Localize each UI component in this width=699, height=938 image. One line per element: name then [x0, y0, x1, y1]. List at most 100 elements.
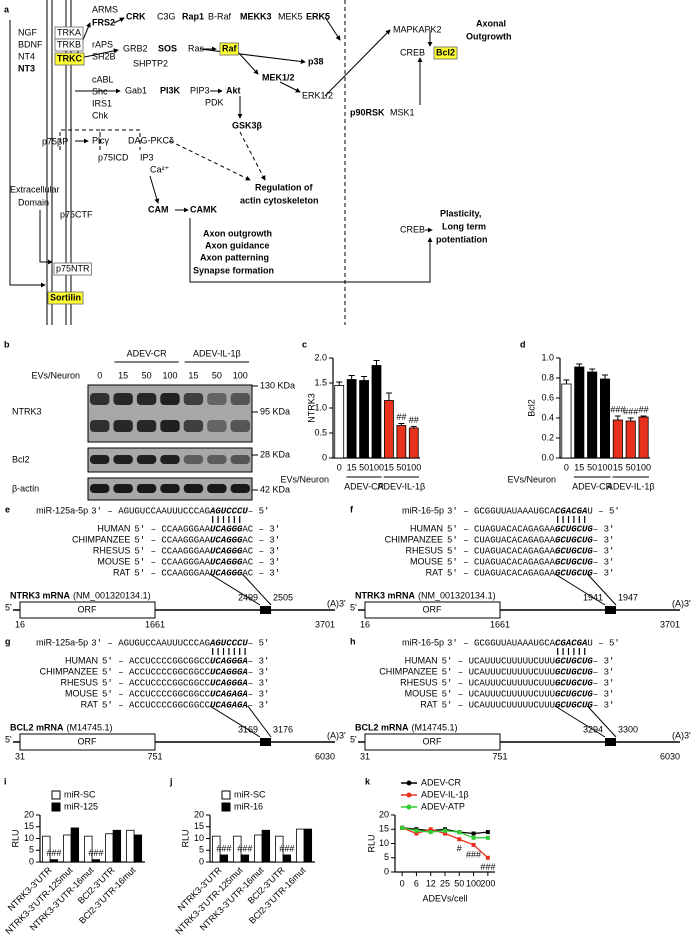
sequence: 5' – ACCUCCCCGGCGGCC	[102, 678, 211, 688]
sequence: GCUGCUG	[555, 700, 593, 710]
five-prime: 5'	[5, 602, 12, 612]
significance: ###	[623, 406, 638, 416]
five-prime: 5'	[350, 602, 357, 612]
pathway-node: Axon patterning	[200, 252, 269, 262]
site-link	[587, 705, 617, 738]
y-tick-label: 2.0	[314, 352, 327, 362]
error-bar	[410, 426, 417, 428]
position-label: 31	[15, 751, 25, 761]
accession: (M14745.1)	[412, 722, 458, 732]
lane-label: 15	[118, 370, 128, 380]
sequence: UCAGGGA	[210, 656, 248, 666]
bar	[561, 383, 572, 459]
site-link	[587, 573, 617, 606]
x-tick-label: 200	[480, 878, 495, 888]
sequence: 5' – ACCUCCCCGGCGGCC	[102, 667, 211, 677]
legend-swatch	[51, 790, 61, 800]
orf-label: ORF	[78, 736, 98, 746]
position-label: 2499	[238, 592, 258, 602]
species-name: MOUSE	[405, 688, 438, 698]
bar	[63, 834, 72, 863]
band	[160, 455, 180, 464]
node-box	[47, 291, 84, 305]
orf-box	[364, 601, 501, 619]
sequence: 5' – ACCUCCCCGGCGGCC	[102, 700, 211, 710]
pathway-node: CAMK	[190, 204, 217, 214]
point	[485, 830, 490, 835]
panel-label: k	[365, 776, 371, 786]
lane-title: EVs/Neuron	[31, 370, 80, 380]
error-bar	[563, 379, 570, 384]
position-label: 1947	[618, 592, 638, 602]
pathway-node: Axon outgrowth	[203, 228, 272, 238]
significance: ##	[409, 415, 419, 425]
sequence: 5' – CCAAGGGAA	[134, 546, 210, 556]
sequence: 5' – CUAGUACACAGAGAA	[447, 557, 556, 567]
site-link	[247, 705, 272, 738]
bar	[84, 835, 93, 863]
x-tick-label: 15	[384, 462, 394, 472]
three-prime: (A)3'	[327, 598, 346, 608]
sequence: – 3'	[248, 667, 270, 677]
position-label: 16	[15, 619, 25, 629]
x-tick-label: 100	[597, 462, 612, 472]
band	[207, 420, 227, 432]
sequence: GCUGCUG	[555, 656, 593, 666]
sequence: 3' – AGUGUCCAAUUUCCCAG	[91, 506, 210, 516]
x-tick-label: 0	[337, 462, 342, 472]
y-tick-label: 1.5	[314, 377, 327, 387]
species-name: HUMAN	[97, 523, 130, 533]
pathway-node: Rap1	[182, 11, 204, 21]
species-name: CHIMPANZEE	[72, 534, 130, 544]
point	[443, 831, 447, 836]
point	[457, 830, 462, 835]
pathway-node: GRB2	[123, 43, 148, 53]
x-tick-label: 50	[359, 462, 369, 472]
pathway-node: Akt	[226, 85, 241, 95]
band	[160, 484, 180, 493]
pathway-node: MSK1	[390, 107, 415, 117]
significance: ###	[216, 843, 231, 853]
sequence: GCUGCUG	[555, 557, 593, 567]
bar	[261, 829, 271, 863]
pathway-node: Raf	[222, 43, 238, 53]
band	[136, 455, 157, 464]
x-axis-label: EVs/Neuron	[507, 474, 556, 484]
x-tick-label: 15	[347, 462, 357, 472]
x-tick-label: 0	[564, 462, 569, 472]
y-tick-label: 0	[29, 856, 34, 866]
group-label: ADEV-CR	[572, 481, 613, 491]
pathway-node: Plcγ	[92, 135, 110, 145]
pathway-node: TRKC	[57, 53, 82, 63]
node-box	[54, 38, 84, 52]
y-tick-label: 0.2	[541, 432, 554, 442]
pathway-node: ERK1/2	[302, 90, 333, 100]
sequence: 3' – AGUGUCCAAUUUCCCAG	[91, 638, 210, 648]
x-axis-label: EVs/Neuron	[280, 474, 329, 484]
mrna-name: NTRK3 mRNA	[10, 590, 71, 600]
error-bar	[385, 392, 392, 401]
site-box	[605, 606, 616, 614]
orf-box	[19, 601, 156, 619]
x-tick-label: 25	[440, 878, 450, 888]
significance: ###	[46, 848, 61, 858]
pathway-node: p75ICD	[98, 152, 129, 162]
three-prime: (A)3'	[672, 730, 691, 740]
pathway-node: CAM	[148, 204, 169, 214]
sequence: – 3'	[593, 524, 615, 534]
sequence: – 3'	[593, 568, 615, 578]
sequence: – 5'	[248, 506, 270, 516]
band	[230, 420, 250, 432]
position-label: 3169	[238, 724, 258, 734]
x-axis-label: ADEVs/cell	[422, 893, 467, 903]
bar	[219, 854, 229, 863]
species-name: HUMAN	[405, 655, 438, 665]
x-tick-label: 12	[426, 878, 436, 888]
sequence: GCUGCUG	[555, 546, 593, 556]
pathway-node: rAPS	[92, 39, 113, 49]
sequence: AC – 3'	[242, 524, 280, 534]
position-label: 6030	[660, 751, 680, 761]
pathway-node: CREB	[400, 47, 425, 57]
row-label: β-actin	[12, 483, 39, 493]
sequence: AGUCCCU	[209, 638, 248, 648]
